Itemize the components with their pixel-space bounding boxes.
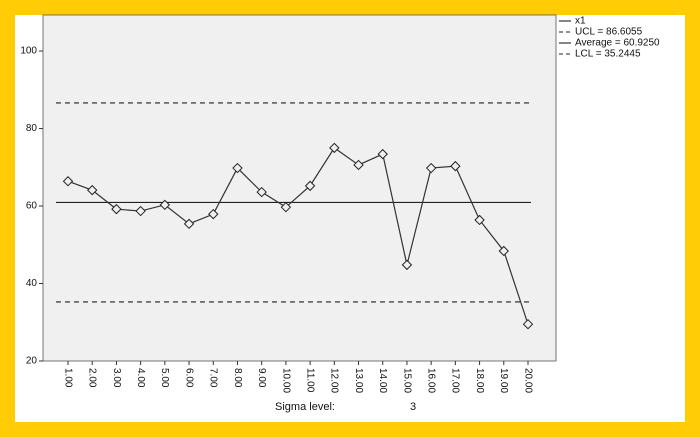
data-point <box>498 245 509 257</box>
x-tick-label: 20.00 <box>522 368 533 393</box>
x-tick-label: 13.00 <box>353 368 364 393</box>
legend-label: LCL = 35.2445 <box>575 49 641 60</box>
data-point <box>450 160 461 172</box>
x-tick-label: 7.00 <box>208 368 219 388</box>
data-point <box>353 159 364 171</box>
x-tick-label: 5.00 <box>159 368 170 388</box>
x-tick-label: 19.00 <box>498 368 509 393</box>
footer-label: Sigma level: <box>275 401 335 413</box>
data-point <box>425 162 437 174</box>
x-tick-label: 6.00 <box>183 368 194 388</box>
data-point <box>256 186 267 198</box>
data-point <box>159 199 171 211</box>
x-tick-label: 16.00 <box>426 368 437 393</box>
data-point <box>111 203 122 215</box>
data-point <box>183 218 195 230</box>
y-tick-label: 20 <box>26 356 38 367</box>
y-tick-label: 40 <box>26 278 38 289</box>
legend-label: x1 <box>575 16 586 27</box>
y-tick-label: 100 <box>20 46 37 57</box>
x-tick-label: 8.00 <box>232 368 243 388</box>
legend-label: UCL = 86.6055 <box>575 27 643 38</box>
data-point <box>62 176 74 187</box>
data-point <box>329 142 340 154</box>
data-point <box>474 214 485 226</box>
data-point <box>208 208 219 220</box>
data-point <box>280 201 292 213</box>
x-tick-label: 2.00 <box>87 368 98 388</box>
y-tick-label: 60 <box>26 201 38 212</box>
x-tick-label: 1.00 <box>62 368 73 388</box>
legend-label: Average = 60.9250 <box>575 38 660 49</box>
data-point <box>377 148 388 160</box>
data-point <box>135 205 146 217</box>
x-tick-label: 12.00 <box>329 368 340 393</box>
sigma-value: 3 <box>410 401 416 413</box>
plot-area <box>42 14 557 362</box>
x-tick-label: 18.00 <box>474 368 485 393</box>
x-tick-label: 4.00 <box>135 368 146 388</box>
data-point <box>522 318 534 330</box>
x-tick-label: 9.00 <box>256 368 267 388</box>
data-point <box>87 184 98 196</box>
y-tick-label: 80 <box>26 123 38 134</box>
x-tick-label: 15.00 <box>401 368 412 393</box>
data-point <box>304 180 316 192</box>
data-point <box>401 259 413 271</box>
x-tick-label: 3.00 <box>111 368 122 388</box>
x-tick-label: 10.00 <box>280 368 291 393</box>
data-point <box>232 162 243 174</box>
x-tick-label: 11.00 <box>304 368 315 393</box>
x-tick-label: 14.00 <box>377 368 388 393</box>
x-tick-label: 17.00 <box>450 368 461 393</box>
